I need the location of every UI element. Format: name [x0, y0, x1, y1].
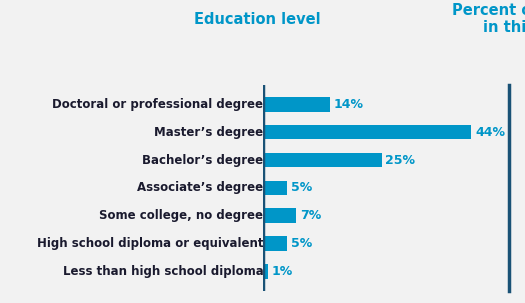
Text: Bachelor’s degree: Bachelor’s degree — [142, 154, 264, 167]
Text: Some college, no degree: Some college, no degree — [99, 209, 264, 222]
Text: 44%: 44% — [475, 126, 505, 139]
Text: 25%: 25% — [385, 154, 415, 167]
Text: Doctoral or professional degree: Doctoral or professional degree — [52, 98, 264, 111]
Bar — [264, 208, 297, 223]
Text: Education level: Education level — [194, 12, 321, 27]
Text: Master’s degree: Master’s degree — [154, 126, 264, 139]
Text: High school diploma or equivalent: High school diploma or equivalent — [37, 237, 264, 250]
Bar — [264, 236, 287, 251]
Text: 5%: 5% — [291, 237, 312, 250]
Text: Percent of workers
in this field: Percent of workers in this field — [452, 3, 525, 35]
Text: 5%: 5% — [291, 181, 312, 194]
Text: 1%: 1% — [272, 265, 293, 278]
Text: 14%: 14% — [333, 98, 363, 111]
Text: Associate’s degree: Associate’s degree — [137, 181, 264, 194]
Bar — [264, 264, 268, 279]
Bar — [264, 97, 330, 112]
Text: Less than high school diploma: Less than high school diploma — [62, 265, 264, 278]
Bar — [264, 153, 382, 167]
Text: 7%: 7% — [300, 209, 321, 222]
Bar — [264, 125, 471, 139]
Bar — [264, 181, 287, 195]
